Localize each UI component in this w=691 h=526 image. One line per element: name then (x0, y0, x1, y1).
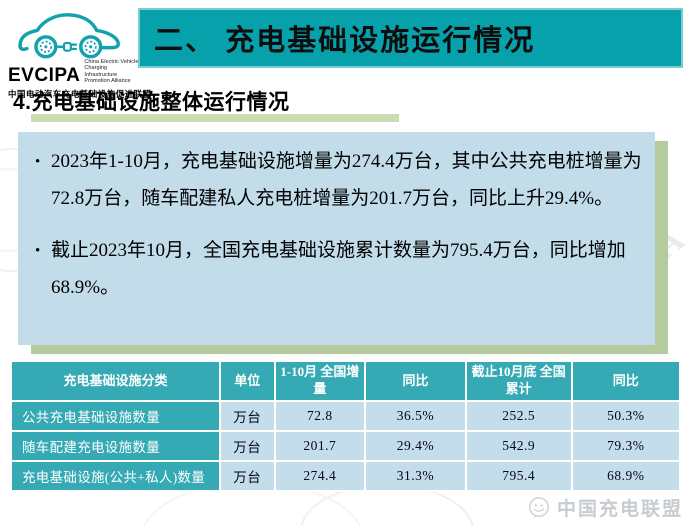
summary-text-box: • 2023年1-10月，充电基础设施增量为274.4万台，其中公共充电桩增量为… (18, 132, 655, 345)
col-header-unit: 单位 (220, 362, 274, 400)
cell-unit: 万台 (220, 462, 274, 490)
cell-yoy: 31.3% (366, 462, 465, 490)
section-heading: 4.充电基础设施整体运行情况 (13, 86, 290, 116)
cell-yoy: 79.3% (572, 432, 679, 460)
slide-title-bar: 二、 充电基础设施运行情况 (138, 8, 683, 68)
col-header-category: 充电基础设施分类 (12, 362, 219, 400)
bullet-text: 2023年1-10月，充电基础设施增量为274.4万台，其中公共充电桩增量为72… (51, 151, 642, 209)
cell-yoy: 36.5% (366, 402, 465, 430)
footer-brand: 中国充电联盟 (526, 494, 683, 521)
col-header-cumulative: 截止10月底 全国累计 (466, 362, 571, 400)
row-label: 随车配建充电设施数量 (12, 432, 219, 460)
cell-increment: 201.7 (275, 432, 365, 460)
cell-yoy: 68.9% (572, 462, 679, 490)
cell-unit: 万台 (220, 432, 274, 460)
bullet-text: 截止2023年10月，全国充电基础设施累计数量为795.4万台，同比增加68.9… (51, 240, 626, 298)
logo-english-name: China Electric Vehicle Charging Infrastr… (84, 59, 139, 85)
cell-yoy: 50.3% (572, 402, 679, 430)
cell-increment: 274.4 (275, 462, 365, 490)
table-row: 公共充电基础设施数量 万台 72.8 36.5% 252.5 50.3% (12, 402, 679, 430)
evcipa-logo: EVCIPA China Electric Vehicle Charging I… (8, 5, 152, 100)
section-title-text: 充电基础设施整体运行情况 (31, 90, 290, 114)
bullet-item: • 截止2023年10月，全国充电基础设施累计数量为795.4万台，同比增加68… (30, 232, 643, 306)
table-row: 充电基础设施(公共+私人)数量 万台 274.4 31.3% 795.4 68.… (12, 462, 679, 490)
footer-brand-name: 中国充电联盟 (556, 499, 683, 520)
bullet-item: • 2023年1-10月，充电基础设施增量为274.4万台，其中公共充电桩增量为… (30, 143, 643, 217)
table-row: 随车配建充电设施数量 万台 201.7 29.4% 542.9 79.3% (12, 432, 679, 460)
bullet-marker: • (35, 243, 41, 259)
row-label: 充电基础设施(公共+私人)数量 (12, 462, 219, 490)
section-underline (31, 114, 399, 122)
col-header-increment: 1-10月 全国增量 (275, 362, 365, 400)
cell-yoy: 29.4% (366, 432, 465, 460)
table-header-row: 充电基础设施分类 单位 1-10月 全国增量 同比 截止10月底 全国累计 同比 (12, 362, 679, 400)
col-header-yoy: 同比 (366, 362, 465, 400)
cell-unit: 万台 (220, 402, 274, 430)
cell-cumulative: 795.4 (466, 462, 571, 490)
logo-acronym: EVCIPA (8, 64, 81, 86)
section-number: 4. (13, 91, 32, 114)
wechat-icon (528, 496, 549, 518)
logo-chinese-name: 中国电动汽车充电基础设施促进联盟 (8, 89, 152, 99)
cell-increment: 72.8 (275, 402, 365, 430)
ev-car-icon (18, 13, 120, 59)
cell-cumulative: 542.9 (466, 432, 571, 460)
bullet-marker: • (35, 154, 41, 170)
row-label: 公共充电基础设施数量 (12, 402, 219, 430)
cell-cumulative: 252.5 (466, 402, 571, 430)
charging-infrastructure-table: 充电基础设施分类 单位 1-10月 全国增量 同比 截止10月底 全国累计 同比… (10, 360, 681, 492)
col-header-yoy: 同比 (572, 362, 679, 400)
slide-title: 二、 充电基础设施运行情况 (154, 25, 536, 57)
